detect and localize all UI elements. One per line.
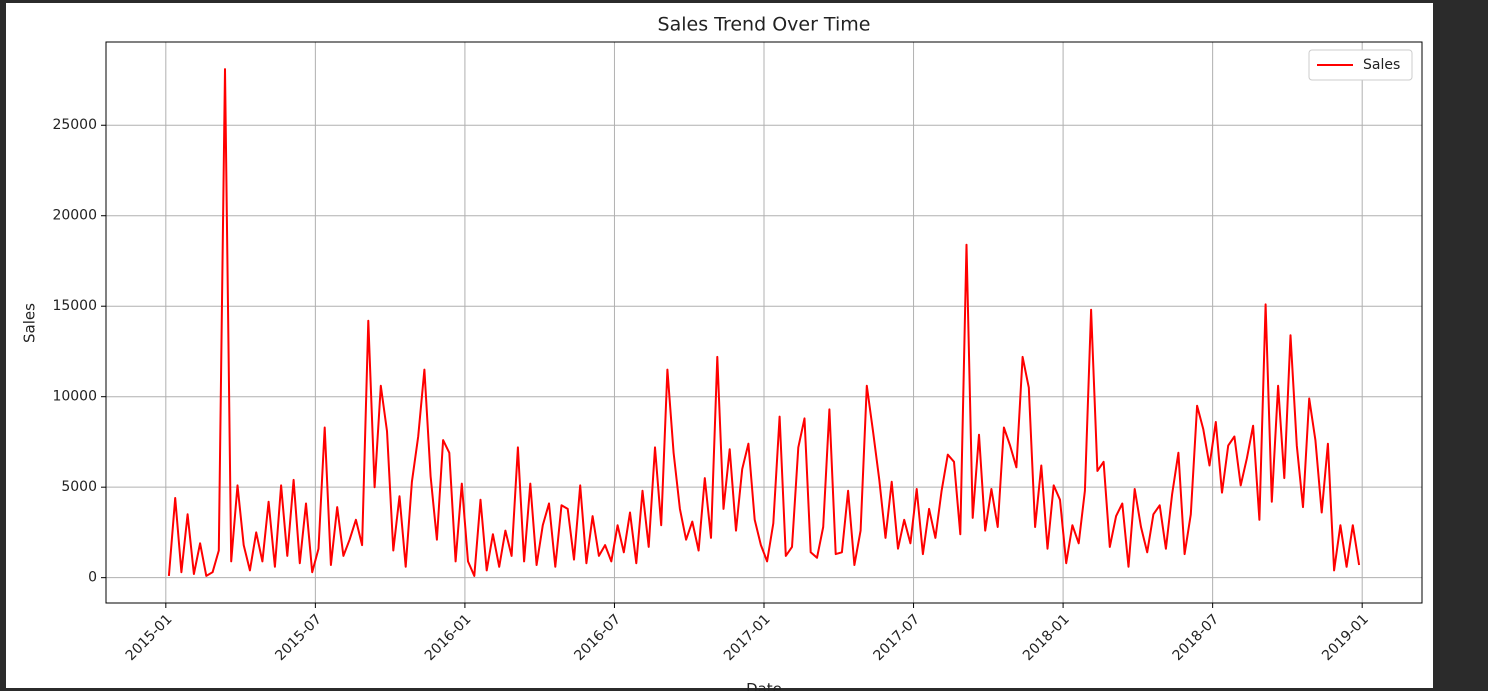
plot-frame [105,41,1423,604]
y-axis-label: Sales [21,303,39,343]
legend-label: Sales [1363,57,1400,73]
y-tick-label: 25000 [52,117,97,133]
y-tick-label: 10000 [52,389,97,405]
y-tick-label: 5000 [61,479,97,495]
x-axis-label: Date [746,680,782,691]
sales-line [167,68,1361,577]
y-tick-label: 20000 [52,208,97,224]
legend-box [1308,49,1413,81]
y-tick-label: 15000 [52,298,97,314]
y-tick-label: 0 [88,570,97,586]
chart-title: Sales Trend Over Time [658,14,871,36]
figure-background [6,3,1433,688]
